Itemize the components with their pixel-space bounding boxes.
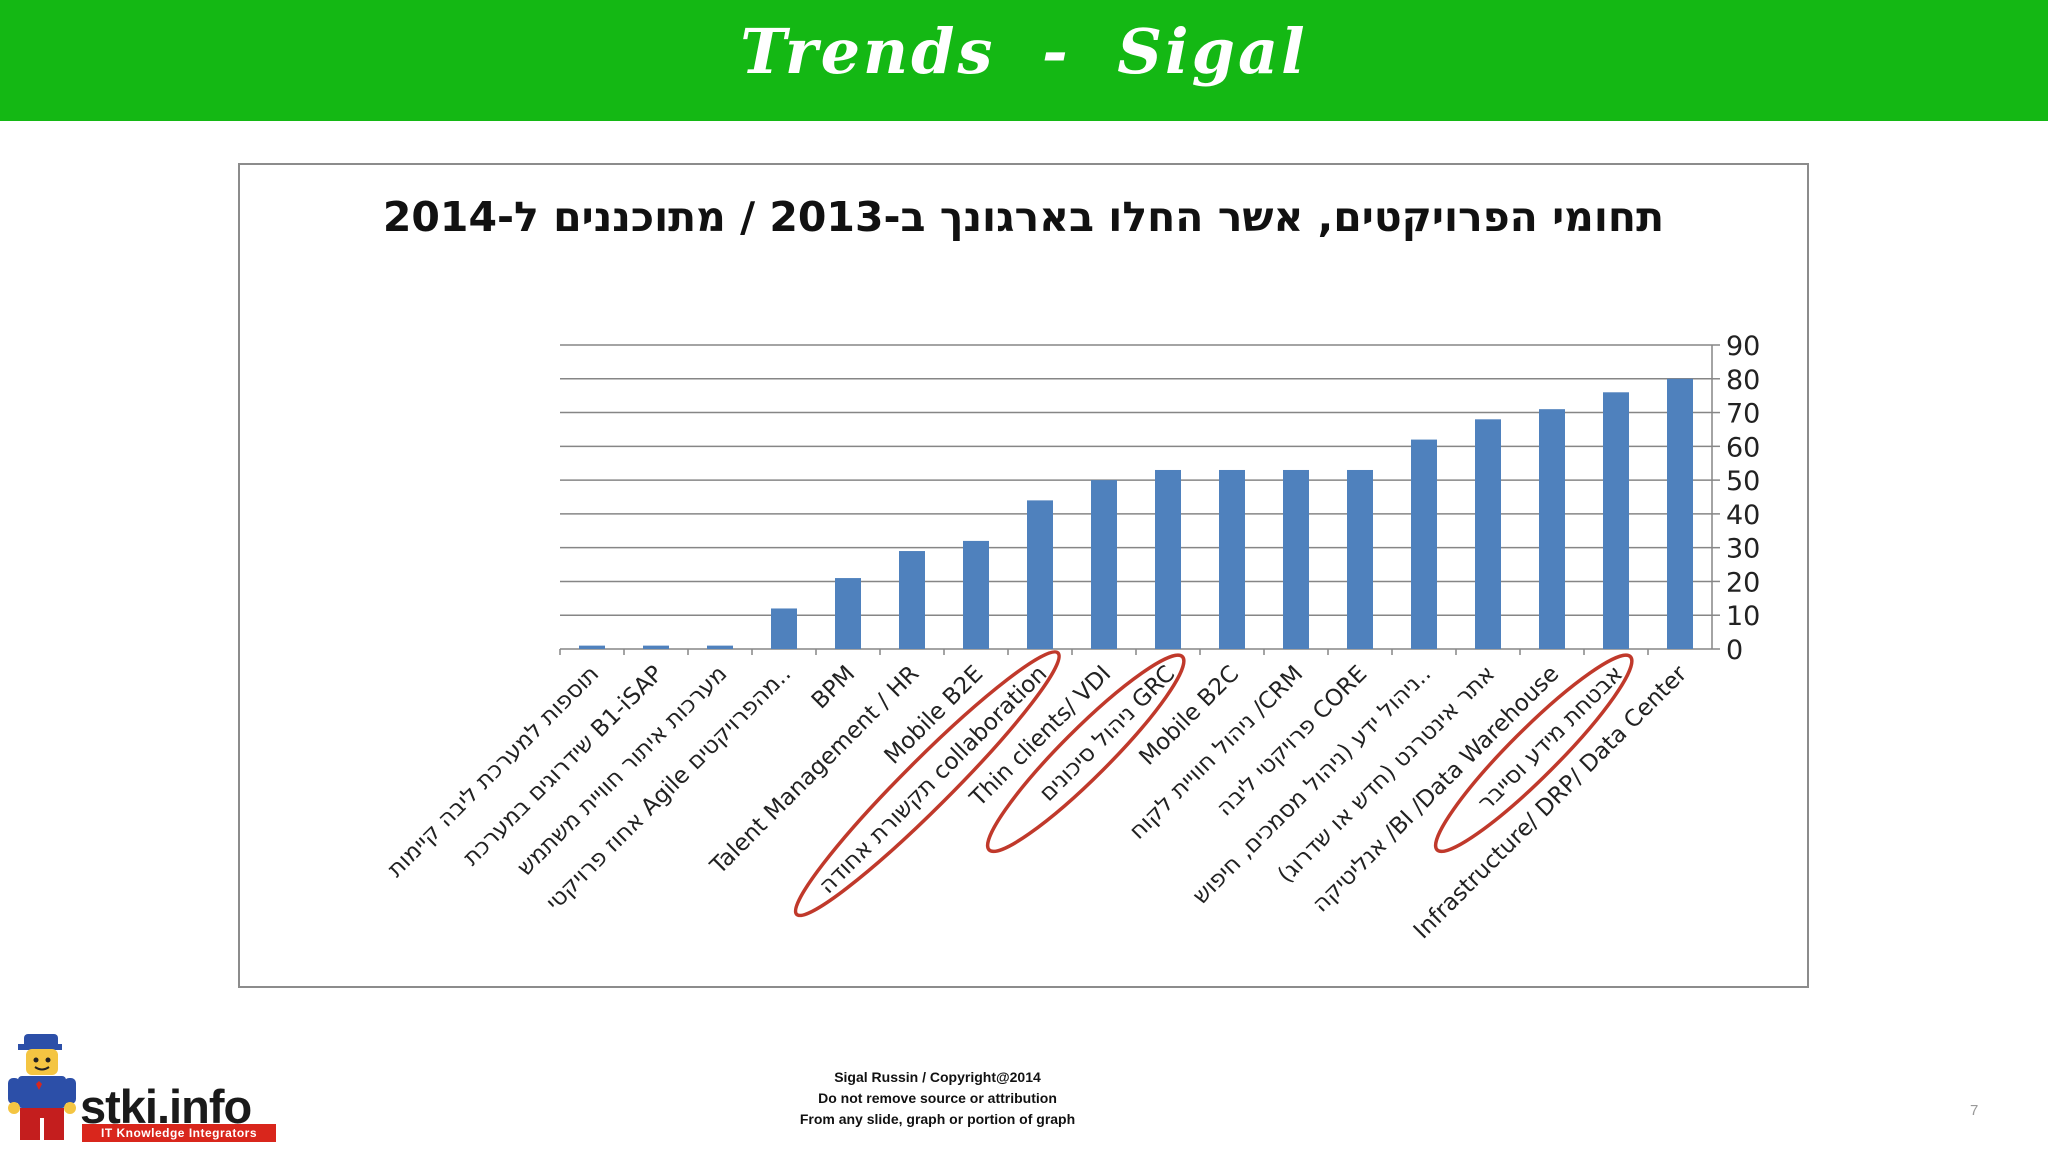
bar [1603, 392, 1629, 649]
y-tick-label: 40 [1726, 500, 1760, 531]
footer-line-3: From any slide, graph or portion of grap… [799, 1111, 1076, 1127]
logo-tagline: IT Knowledge Integrators [82, 1124, 276, 1142]
bar [1283, 469, 1309, 649]
y-tick-label: 60 [1726, 432, 1760, 463]
chart-title: תחומי הפרויקטים, אשר החלו בארגונך ב-2013… [382, 193, 1665, 241]
y-tick-label: 80 [1726, 365, 1760, 396]
stki-logo: stki.info IT Knowledge Integrators [0, 1020, 290, 1152]
highlight-circle [985, 653, 1186, 854]
bar [1411, 439, 1437, 649]
y-tick-label: 10 [1726, 601, 1760, 632]
footer-line-1: Sigal Russin / Copyright@2014 [834, 1069, 1041, 1085]
slide-title: Trends - Sigal [740, 15, 1308, 88]
bar [579, 645, 605, 649]
bar [1539, 409, 1565, 649]
highlight-circle [1433, 653, 1634, 854]
y-tick-label: 20 [1726, 567, 1760, 598]
bar [707, 645, 733, 649]
y-tick-label: 90 [1726, 331, 1760, 362]
bar [899, 551, 925, 649]
bar [1027, 500, 1053, 649]
page-number: 7 [1970, 1102, 1979, 1119]
copyright-footer: Sigal Russin / Copyright@2014 Do not rem… [760, 1067, 1115, 1130]
logo-text: stki.info [80, 1080, 252, 1133]
lego-mascot-icon [8, 1034, 76, 1140]
y-tick-label: 0 [1726, 635, 1743, 666]
bar [1219, 469, 1245, 649]
bar [1475, 419, 1501, 649]
bar [963, 540, 989, 649]
bar [643, 645, 669, 649]
y-tick-label: 70 [1726, 399, 1760, 430]
bar [771, 608, 797, 649]
bar [1155, 469, 1181, 649]
bar [835, 578, 861, 649]
y-tick-label: 30 [1726, 534, 1760, 565]
footer-line-2: Do not remove source or attribution [818, 1090, 1057, 1106]
bar [1667, 378, 1693, 649]
title-banner: Trends - Sigal [0, 0, 2048, 121]
bar [1091, 480, 1117, 649]
highlight-circle [793, 650, 1061, 918]
y-tick-label: 50 [1726, 466, 1760, 497]
x-tick-label: BPM [807, 661, 860, 714]
bar [1347, 469, 1373, 649]
chart-container: תחומי הפרויקטים, אשר החלו בארגונך ב-2013… [238, 163, 1809, 988]
